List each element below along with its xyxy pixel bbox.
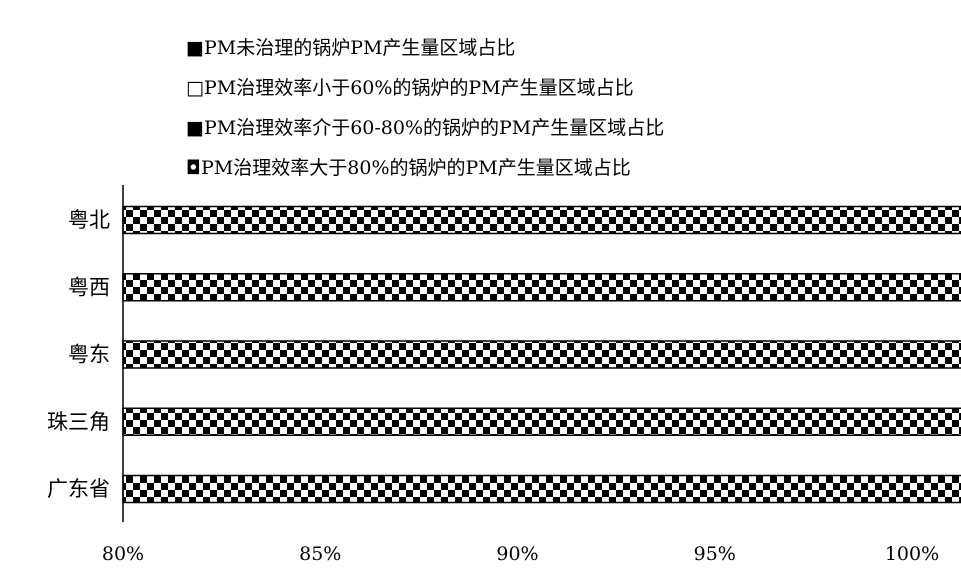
bar-segment-checker (122, 474, 961, 504)
category-label: 粤东 (68, 343, 110, 367)
x-tick-label: 95% (694, 543, 736, 565)
bar-segment-checker (122, 205, 961, 235)
axes: 80% 85% 90% 95% 100% (102, 185, 939, 565)
legend: ■PM未治理的锅炉PM产生量区域占比 □PM治理效率小于60%的锅炉的PM产生量区… (186, 37, 664, 179)
legend-item-0: ■PM未治理的锅炉PM产生量区域占比 (186, 37, 515, 59)
bar-row: 粤西 (68, 273, 961, 302)
category-label: 珠三角 (47, 410, 110, 434)
legend-item-3: ◘PM治理效率大于80%的锅炉的PM产生量区域占比 (186, 157, 631, 179)
x-tick-label: 85% (299, 543, 341, 565)
bar-segment-checker (122, 273, 961, 302)
bar-segment-checker (122, 340, 961, 369)
category-label: 粤北 (68, 208, 110, 232)
bar-segment-checker (122, 407, 961, 436)
legend-item-1: □PM治理效率小于60%的锅炉的PM产生量区域占比 (186, 77, 634, 99)
legend-item-2: ■PM治理效率介于60-80%的锅炉的PM产生量区域占比 (186, 117, 664, 139)
category-label: 粤西 (68, 275, 110, 299)
category-label: 广东省 (47, 477, 110, 501)
x-tick-label: 90% (496, 543, 538, 565)
bar-row: 广东省 (47, 474, 961, 504)
bar-row: 珠三角 (47, 407, 961, 436)
x-tick-label: 100% (885, 543, 939, 565)
bar-row: 粤北 (68, 205, 961, 235)
bar-row: 粤东 (68, 340, 961, 369)
x-tick-label: 80% (102, 543, 144, 565)
